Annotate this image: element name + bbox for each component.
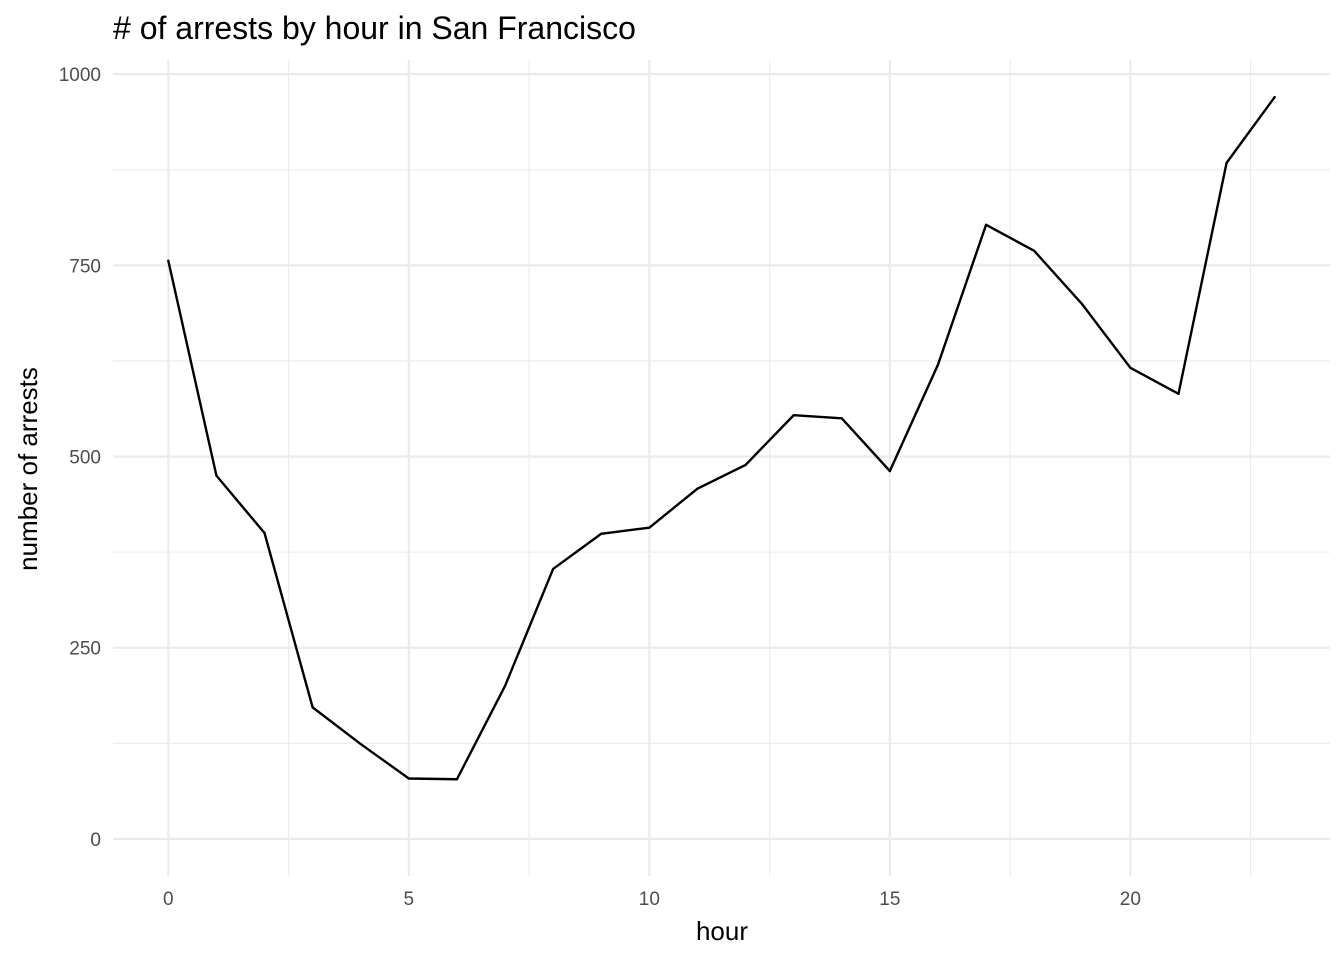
data-point: [311, 706, 314, 709]
y-tick-label: 0: [90, 830, 101, 851]
data-point: [600, 532, 603, 535]
data-point: [936, 363, 940, 366]
series-line: [167, 96, 1276, 781]
data-point: [167, 259, 170, 262]
x-tick-label: 15: [879, 889, 900, 910]
x-tick-label: 5: [404, 889, 415, 910]
data-point: [503, 684, 507, 688]
data-point: [455, 778, 459, 781]
x-tick-label: 20: [1120, 889, 1141, 910]
data-point: [1081, 303, 1084, 306]
data-point: [1129, 366, 1132, 370]
data-point: [407, 777, 411, 780]
data-point: [840, 417, 843, 420]
data-point: [696, 487, 699, 490]
data-point: [263, 531, 266, 535]
y-tick-label: 250: [69, 639, 101, 660]
data-point: [888, 469, 892, 473]
y-tick-label: 1000: [59, 65, 101, 86]
data-point: [551, 567, 555, 571]
data-point: [648, 526, 651, 529]
chart-title: # of arrests by hour in San Francisco: [113, 10, 636, 46]
x-tick-label: 10: [639, 889, 660, 910]
y-tick-label: 500: [69, 448, 101, 469]
data-point: [1273, 95, 1276, 99]
data-point: [1177, 392, 1180, 396]
data-point: [744, 463, 747, 467]
x-axis-title: hour: [696, 916, 748, 946]
x-axis-ticks: 0 5 10 15 20: [163, 889, 1141, 910]
x-tick-label: 0: [163, 889, 174, 910]
data-point: [984, 223, 988, 227]
data-point: [1032, 249, 1036, 253]
grid-lines: [113, 60, 1330, 876]
data-point: [792, 414, 795, 417]
y-axis-title: number of arrests: [13, 367, 43, 571]
y-axis-ticks: 0 250 500 750 1000: [59, 65, 101, 851]
data-point: [1225, 161, 1228, 165]
data-point: [215, 474, 218, 477]
data-point: [359, 742, 362, 746]
series-layer: [167, 95, 1276, 781]
y-tick-label: 750: [69, 256, 101, 277]
